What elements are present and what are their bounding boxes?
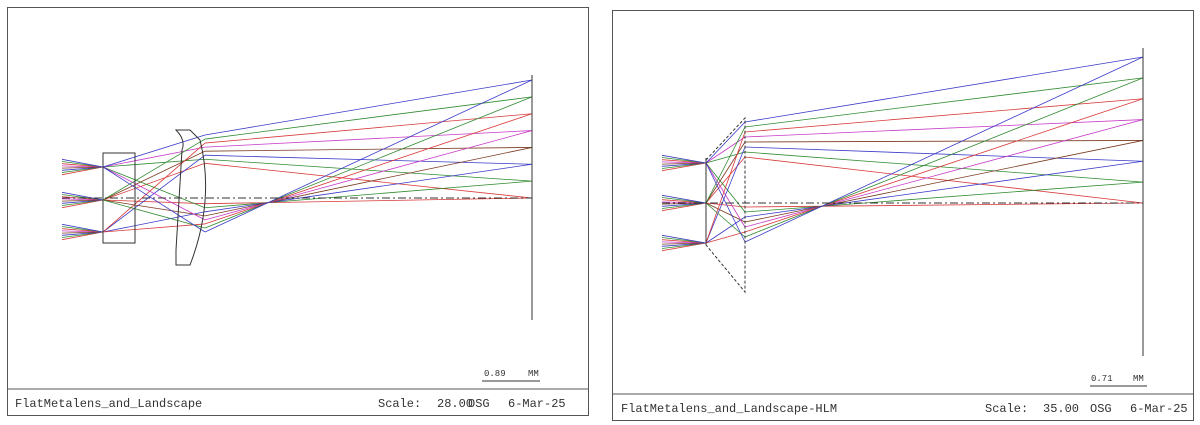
ray [705, 202, 746, 238]
ray [705, 141, 746, 204]
ray [705, 126, 746, 204]
ray [204, 79, 533, 233]
ray [744, 119, 1144, 228]
ray [705, 151, 746, 164]
ray [744, 140, 1144, 223]
ray [705, 162, 746, 228]
ray [744, 119, 1144, 138]
ray [744, 77, 1144, 128]
scale-value: 35.00 [1043, 402, 1079, 416]
ray [204, 113, 533, 225]
ray [204, 147, 533, 152]
ray [102, 199, 206, 205]
scale-label: Scale: [378, 397, 421, 411]
date: 6-Mar-25 [1130, 402, 1188, 416]
ray [705, 131, 746, 244]
ray [102, 211, 206, 233]
ray [102, 162, 206, 201]
ray [661, 194, 707, 204]
ray [705, 202, 746, 208]
ray [661, 154, 707, 164]
ray [705, 162, 746, 243]
panel-frame [612, 10, 1194, 421]
ray [102, 142, 206, 233]
ray [744, 77, 1144, 238]
ray [102, 199, 206, 217]
ray [204, 130, 533, 221]
ray [204, 96, 533, 229]
layout-panel: 0.71 MM FlatMetalens_and_Landscape-HLM S… [612, 10, 1194, 421]
ray [102, 166, 206, 221]
ray [204, 163, 533, 213]
scale-label: Scale: [985, 402, 1028, 416]
ray [744, 160, 1144, 218]
units: OSG [1090, 402, 1112, 416]
ray [102, 158, 206, 168]
ray [61, 223, 104, 233]
ray [705, 202, 746, 223]
panel-frame [7, 7, 589, 416]
ray [744, 151, 1144, 183]
element-outline [102, 152, 136, 244]
ray [204, 154, 533, 165]
ray [744, 181, 1144, 213]
ray [705, 121, 746, 164]
layout-panel: 0.89 MM FlatMetalens_and_Landscape Scale… [7, 7, 589, 416]
ray [61, 191, 104, 201]
ray [744, 140, 1144, 143]
scale-bar-value: 0.89 [484, 369, 506, 379]
ray [102, 150, 206, 201]
ray [204, 197, 533, 205]
scale-value: 28.00 [437, 397, 473, 411]
ray [204, 180, 533, 209]
ray [102, 223, 206, 233]
ray [61, 158, 104, 168]
units: OSG [468, 397, 490, 411]
ray [204, 158, 533, 182]
lens-outline [174, 129, 207, 266]
ray [705, 231, 746, 244]
ray [705, 156, 746, 204]
ray [744, 56, 1144, 243]
ray [102, 138, 206, 201]
scale-bar-value: 0.71 [1091, 374, 1113, 384]
scale-bar-unit: MM [528, 369, 539, 379]
scale-bar-unit: MM [1133, 374, 1144, 384]
ray [661, 234, 707, 244]
ray [744, 146, 1144, 162]
ray [204, 147, 533, 217]
ray [102, 199, 206, 229]
ray [744, 56, 1144, 123]
ray [204, 79, 533, 136]
ray [204, 130, 533, 148]
ray [102, 146, 206, 168]
ray [204, 162, 533, 199]
lens-outline [705, 116, 746, 294]
ray [744, 156, 1144, 204]
ray [705, 136, 746, 164]
date: 6-Mar-25 [508, 397, 566, 411]
ray [102, 134, 206, 168]
ray [204, 96, 533, 140]
lens-name: FlatMetalens_and_Landscape [15, 397, 202, 411]
ray [744, 98, 1144, 233]
ray [744, 202, 1144, 208]
lens-name: FlatMetalens_and_Landscape-HLM [621, 402, 837, 416]
ray [102, 166, 206, 233]
ray [705, 216, 746, 244]
